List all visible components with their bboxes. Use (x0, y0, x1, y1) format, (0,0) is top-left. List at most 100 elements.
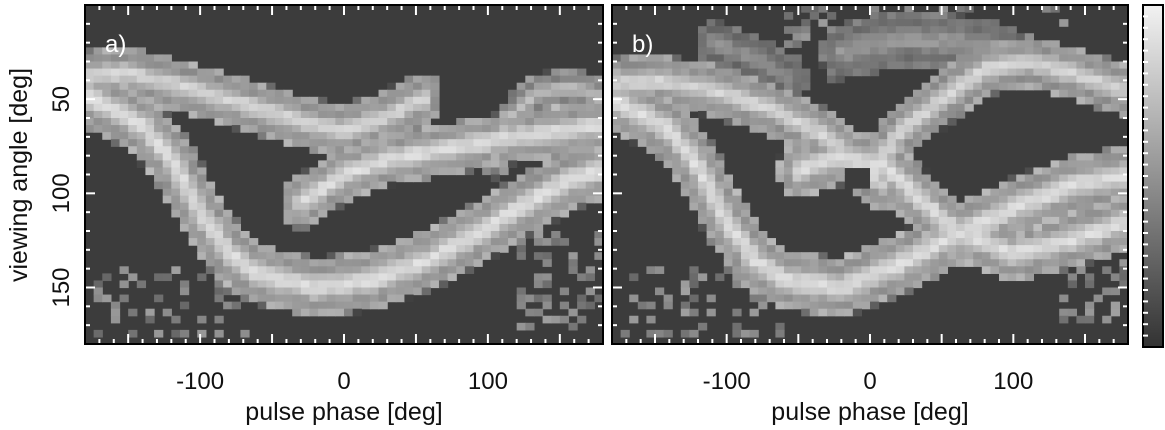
heatmap-cell (404, 139, 414, 147)
heatmap-cell (698, 75, 708, 84)
heatmap-cell (844, 259, 854, 267)
heatmap-cell (887, 139, 897, 147)
heatmap-cell (1024, 231, 1034, 239)
heatmap-cell (309, 174, 319, 183)
heatmap-cell (878, 252, 888, 260)
heatmap-cell (741, 329, 751, 338)
heatmap-cell (715, 245, 725, 253)
heatmap-cell (887, 167, 897, 176)
heatmap-cell (1085, 188, 1095, 197)
panel-a: a) -100 0 100 50 100 150 pulse phase [de… (5, 4, 604, 426)
heatmap-cell (326, 266, 336, 274)
heatmap-cell (413, 266, 423, 274)
heatmap-cell (1059, 54, 1069, 63)
heatmap-cell (1050, 216, 1060, 225)
heatmap-cell (723, 209, 733, 218)
heatmap-cell (947, 259, 957, 267)
heatmap-cell (318, 188, 328, 197)
heatmap-cell (663, 61, 673, 70)
heatmap-cell (1050, 68, 1060, 77)
heatmap-cell (827, 125, 837, 133)
heatmap-cell (947, 40, 957, 48)
heatmap-cell (895, 287, 905, 296)
heatmap-cell (792, 96, 802, 105)
heatmap-cell (413, 89, 423, 98)
heatmap-cell (542, 188, 552, 197)
heatmap-cell (197, 160, 207, 169)
heatmap-cell (413, 118, 423, 126)
heatmap-cell (533, 308, 544, 317)
heatmap-cell (964, 26, 974, 34)
heatmap-cell (154, 167, 164, 176)
heatmap-cell (326, 308, 336, 317)
heatmap-cell (162, 54, 172, 63)
heatmap-cell (741, 223, 751, 232)
heatmap-cell (964, 238, 974, 246)
heatmap-cell (749, 47, 759, 56)
heatmap-cell (809, 294, 819, 303)
heatmap-cell (999, 266, 1009, 274)
heatmap-cell (792, 103, 802, 112)
heatmap-cell (179, 301, 190, 310)
heatmap-cell (171, 174, 181, 183)
heatmap-cell (1059, 19, 1069, 27)
heatmap-cell (404, 82, 414, 91)
heatmap-cell (904, 5, 914, 13)
heatmap-cell (852, 47, 862, 56)
heatmap-cell (525, 96, 535, 105)
heatmap-cell (292, 110, 302, 119)
heatmap-cell (680, 146, 690, 154)
heatmap-cell (421, 89, 431, 98)
heatmap-cell (629, 132, 639, 140)
heatmap-cell (947, 54, 957, 63)
heatmap-cell (801, 308, 811, 317)
heatmap-cell (378, 266, 388, 274)
heatmap-cell (369, 252, 380, 260)
heatmap-cell (809, 5, 819, 13)
heatmap-cell (1050, 259, 1060, 267)
heatmap-cell (197, 273, 207, 282)
heatmap-cell (361, 96, 371, 105)
heatmap-cell (231, 238, 241, 246)
heatmap-cell (680, 110, 690, 119)
heatmap-cell (818, 103, 828, 112)
heatmap-cell (1076, 47, 1086, 56)
heatmap-cell (490, 195, 500, 204)
heatmap-cell (827, 146, 837, 154)
heatmap-cell (533, 202, 544, 211)
heatmap-cell (637, 96, 647, 105)
heatmap-cell (369, 153, 380, 161)
heatmap-cell (577, 294, 587, 303)
heatmap-cell (706, 167, 716, 176)
heatmap-cell (637, 75, 647, 84)
heatmap-cell (378, 89, 388, 98)
heatmap-cell (274, 118, 285, 126)
heatmap-cell (464, 132, 475, 140)
heatmap-cell (723, 266, 733, 274)
heatmap-cell (878, 153, 888, 161)
heatmap-cell (741, 202, 751, 211)
heatmap-cell (870, 167, 880, 176)
heatmap-cell (188, 146, 198, 154)
heatmap-cell (904, 139, 914, 147)
heatmap-cell (672, 125, 682, 133)
heatmap-cell (913, 238, 923, 246)
heatmap-cell (1067, 245, 1077, 253)
heatmap-cell (85, 125, 95, 133)
heatmap-cell (809, 273, 819, 282)
heatmap-cell (188, 231, 198, 239)
heatmap-cell (205, 110, 216, 119)
heatmap-cell (326, 294, 336, 303)
heatmap-cell (870, 54, 880, 63)
heatmap-cell (835, 181, 845, 190)
heatmap-cell (533, 238, 544, 246)
heatmap-cell (240, 118, 250, 126)
heatmap-cell (413, 167, 423, 176)
heatmap-cell (827, 181, 837, 190)
heatmap-cell (378, 160, 388, 169)
heatmap-cell (792, 294, 802, 303)
heatmap-cell (887, 153, 897, 161)
heatmap-cell (102, 68, 112, 77)
heatmap-cell (171, 188, 181, 197)
heatmap-cell (473, 245, 483, 253)
